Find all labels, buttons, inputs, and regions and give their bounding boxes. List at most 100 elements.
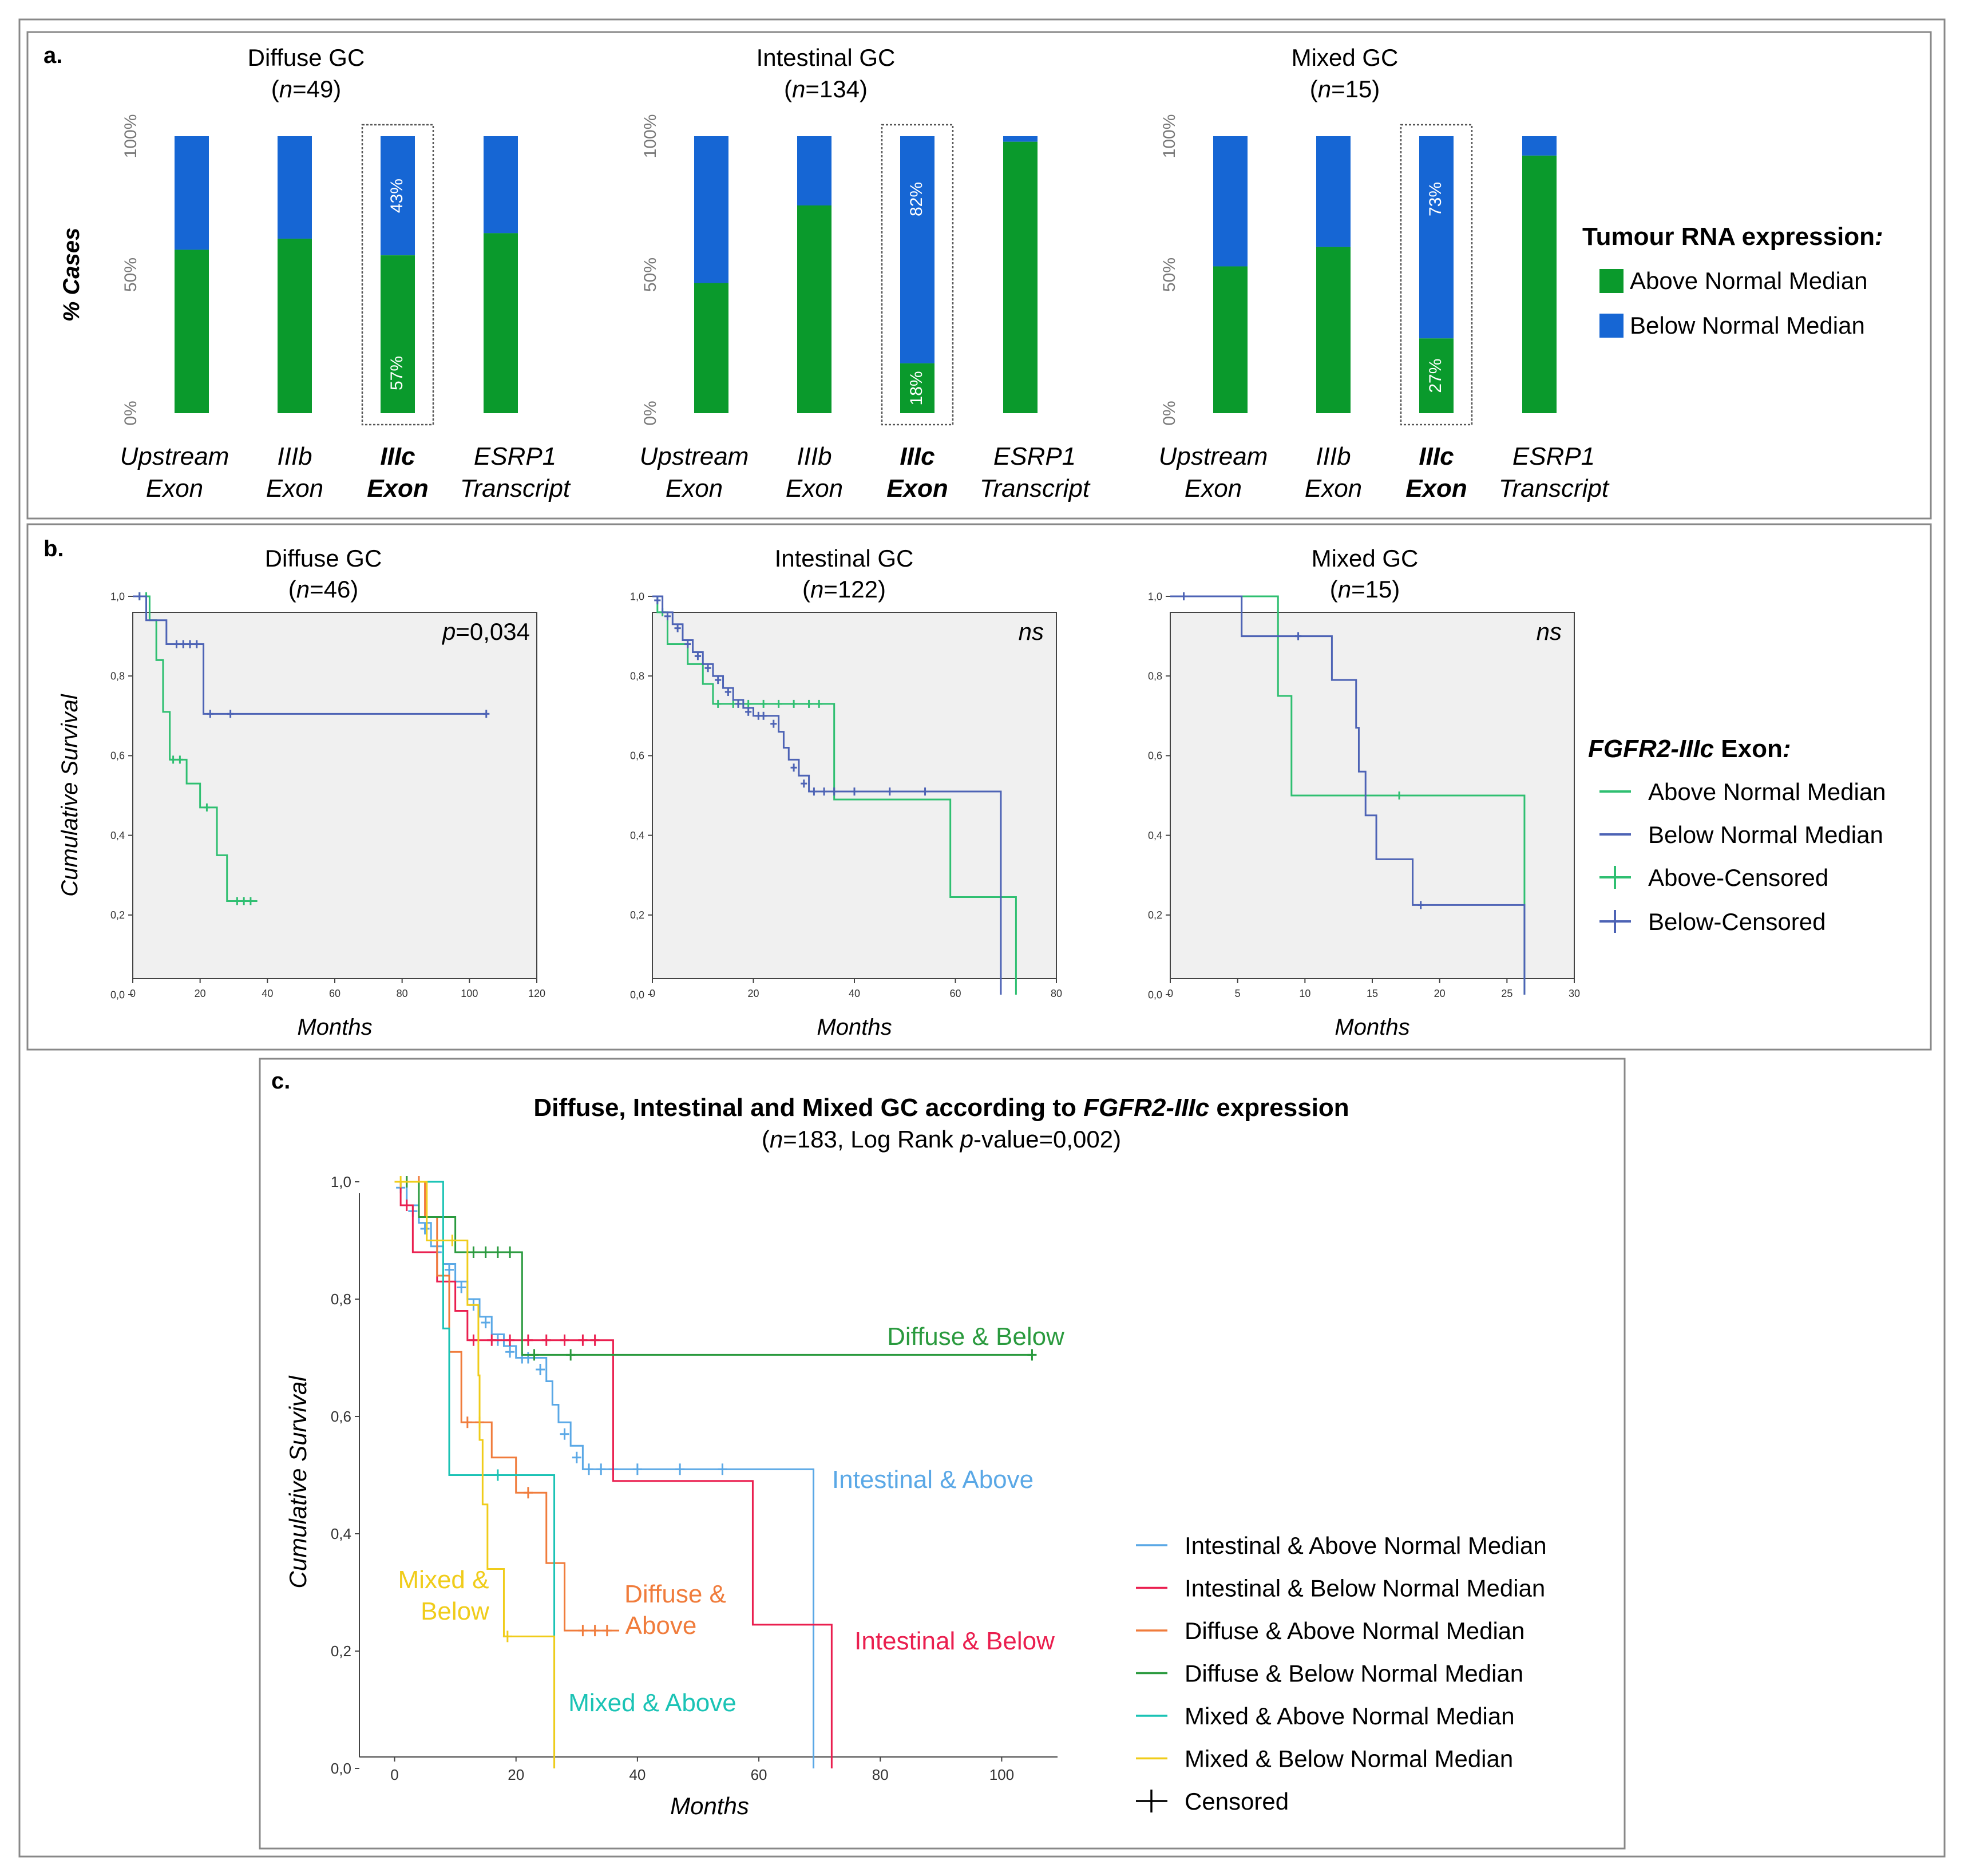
annot-diffuse-above-line2: Above bbox=[625, 1612, 697, 1640]
km-b-title: Intestinal GC bbox=[775, 545, 914, 572]
km-c-ylabel: Cumulative Survival bbox=[284, 1375, 311, 1589]
bar-above-3 bbox=[484, 233, 518, 413]
panel-b-legend-title-gene: FGFR2-IIIc bbox=[1588, 735, 1714, 763]
bar-above-0 bbox=[694, 283, 728, 413]
y-tick-label: 0,2 bbox=[1148, 909, 1162, 921]
y-tick-label: 0,0 bbox=[110, 989, 125, 1000]
p-value: =0,034 bbox=[456, 618, 530, 645]
panel-b-legend: FGFR2-IIIc Exon: Above Normal Median Bel… bbox=[1588, 735, 1886, 935]
n-value: =122) bbox=[823, 576, 886, 603]
bar-label-top: IIIb bbox=[1316, 442, 1351, 470]
bar-label-bottom: Transcript bbox=[460, 474, 571, 502]
panel-c-title-part1: Diffuse, Intestinal and Mixed GC accordi… bbox=[533, 1094, 1083, 1122]
km-b-title: Diffuse GC bbox=[265, 545, 382, 572]
y-tick-label: 0,4 bbox=[331, 1525, 351, 1542]
y-tick-label: 50% bbox=[121, 258, 140, 292]
bar-above-0 bbox=[175, 250, 209, 413]
legend-below-label: Below Normal Median bbox=[1630, 312, 1865, 339]
km-curve-4 bbox=[394, 1181, 556, 1768]
km-b-xlabel: Months bbox=[297, 1015, 372, 1040]
p-symbol: p bbox=[441, 618, 456, 645]
n-value: =134) bbox=[805, 76, 868, 102]
annot-intestinal-below: Intestinal & Below bbox=[854, 1627, 1055, 1655]
x-tick-label: 80 bbox=[1051, 988, 1062, 999]
x-tick-label: 20 bbox=[195, 988, 206, 999]
y-tick-label: 0,8 bbox=[110, 671, 125, 682]
panel-c-title-gene: FGFR2-IIIc bbox=[1083, 1094, 1209, 1122]
panel-a-ylabel: % Cases bbox=[59, 228, 84, 322]
bar-below-1 bbox=[797, 136, 831, 205]
panel-a-legend-title-colon: : bbox=[1875, 223, 1883, 251]
bar-label-top: ESRP1 bbox=[474, 442, 556, 470]
highlight-box bbox=[361, 124, 434, 426]
panel-c-frame bbox=[259, 1058, 1626, 1850]
data-label-above: 57% bbox=[387, 356, 406, 390]
legend-b-below-label: Below Normal Median bbox=[1648, 821, 1883, 848]
y-tick-label: 0,6 bbox=[331, 1408, 351, 1425]
panel-b-legend-title-colon: : bbox=[1783, 735, 1791, 763]
panel-c-chart: 0,0 0,2 0,4 0,6 0,8 1,0 0 20 40 60 80 100 Months Cumu… bbox=[284, 1173, 1058, 1819]
legend-c-label: Diffuse & Above Normal Median bbox=[1185, 1617, 1525, 1644]
y-tick-label: 0,2 bbox=[630, 909, 644, 921]
km-c-xlabel: Months bbox=[670, 1792, 749, 1819]
annot-mixed-below-line1: Mixed & bbox=[398, 1566, 489, 1594]
legend-c-label: Intestinal & Above Normal Median bbox=[1185, 1532, 1547, 1559]
bar-label-top: ESRP1 bbox=[993, 442, 1076, 470]
x-tick-label: 0 bbox=[1167, 988, 1173, 999]
bar-label-bottom: Exon bbox=[886, 474, 948, 502]
panel-c: c. Diffuse, Intestinal and Mixed GC acco… bbox=[259, 1058, 1626, 1850]
bar-label-bottom: Exon bbox=[786, 474, 843, 502]
n-value: =15) bbox=[1331, 76, 1380, 102]
bar-label-bottom: Exon bbox=[1405, 474, 1467, 502]
n-value: =49) bbox=[292, 76, 341, 102]
bar-above-3 bbox=[1522, 155, 1557, 413]
x-tick-label: 0 bbox=[390, 1766, 398, 1783]
km-b-ns: ns bbox=[1019, 618, 1044, 645]
legend-b-below-censored-label: Below-Censored bbox=[1648, 908, 1826, 935]
bar-group-title: Intestinal GC bbox=[757, 44, 896, 71]
legend-below-swatch bbox=[1599, 314, 1624, 338]
km-b-title: Mixed GC bbox=[1312, 545, 1419, 572]
panel-c-subtitle-post: -value=0,002) bbox=[973, 1126, 1121, 1153]
y-tick-label: 1,0 bbox=[331, 1173, 351, 1190]
bar-below-2 bbox=[1419, 136, 1454, 339]
bar-below-3 bbox=[484, 136, 518, 233]
panel-c-label: c. bbox=[271, 1068, 290, 1094]
n-open: ( bbox=[1310, 76, 1318, 102]
y-tick-label: 0,6 bbox=[110, 750, 125, 762]
bar-label-bottom: Transcript bbox=[1499, 474, 1610, 502]
panel-c-subtitle: (n=183, Log Rank p-value=0,002) bbox=[762, 1126, 1121, 1153]
x-tick-label: 40 bbox=[262, 988, 273, 999]
n-open: ( bbox=[271, 76, 279, 102]
bar-above-1 bbox=[278, 239, 312, 413]
bar-below-3 bbox=[1003, 136, 1038, 142]
panel-a-legend: Tumour RNA expression: Above Normal Medi… bbox=[1582, 223, 1883, 339]
bar-below-2 bbox=[900, 136, 935, 363]
panel-a: a. % Cases Diffuse GC(n=49)0%50%100%Upst… bbox=[26, 31, 1932, 520]
x-tick-label: 60 bbox=[751, 1766, 767, 1783]
legend-c-label: Mixed & Above Normal Median bbox=[1185, 1703, 1515, 1729]
n-symbol: n bbox=[792, 76, 805, 102]
annot-diffuse-below: Diffuse & Below bbox=[887, 1323, 1064, 1351]
panel-b-legend-title: FGFR2-IIIc Exon: bbox=[1588, 735, 1791, 763]
km-b-pvalue: p=0,034 bbox=[441, 618, 530, 645]
bar-group-title: Mixed GC bbox=[1292, 44, 1399, 71]
n-symbol: n bbox=[279, 76, 292, 102]
y-tick-label: 1,0 bbox=[1148, 591, 1162, 602]
bar-below-2 bbox=[381, 136, 415, 256]
x-tick-label: 80 bbox=[397, 988, 408, 999]
bar-label-top: Upstream bbox=[1159, 442, 1268, 470]
x-tick-label: 25 bbox=[1501, 988, 1512, 999]
bar-label-bottom: Exon bbox=[367, 474, 429, 502]
y-tick-label: 0,4 bbox=[110, 830, 125, 841]
km-b-plot-1: 0,0 0,2 0,4 0,6 0,8 1,0 0 20 40 60 80 bbox=[630, 591, 1062, 1000]
panel-c-subtitle-n: n bbox=[770, 1126, 783, 1153]
bar-label-top: IIIc bbox=[380, 442, 415, 470]
bar-group-n: (n=49) bbox=[271, 76, 342, 102]
bar-label-top: Upstream bbox=[120, 442, 229, 470]
bar-group-0: Diffuse GC (n=49) 0% 50% 100% Upstream Exon III… bbox=[120, 44, 571, 502]
panel-c-title-part2: expression bbox=[1209, 1094, 1349, 1122]
plot-area bbox=[132, 612, 537, 979]
outer-frame bbox=[18, 18, 1946, 1858]
bar-above-1 bbox=[1316, 247, 1351, 413]
